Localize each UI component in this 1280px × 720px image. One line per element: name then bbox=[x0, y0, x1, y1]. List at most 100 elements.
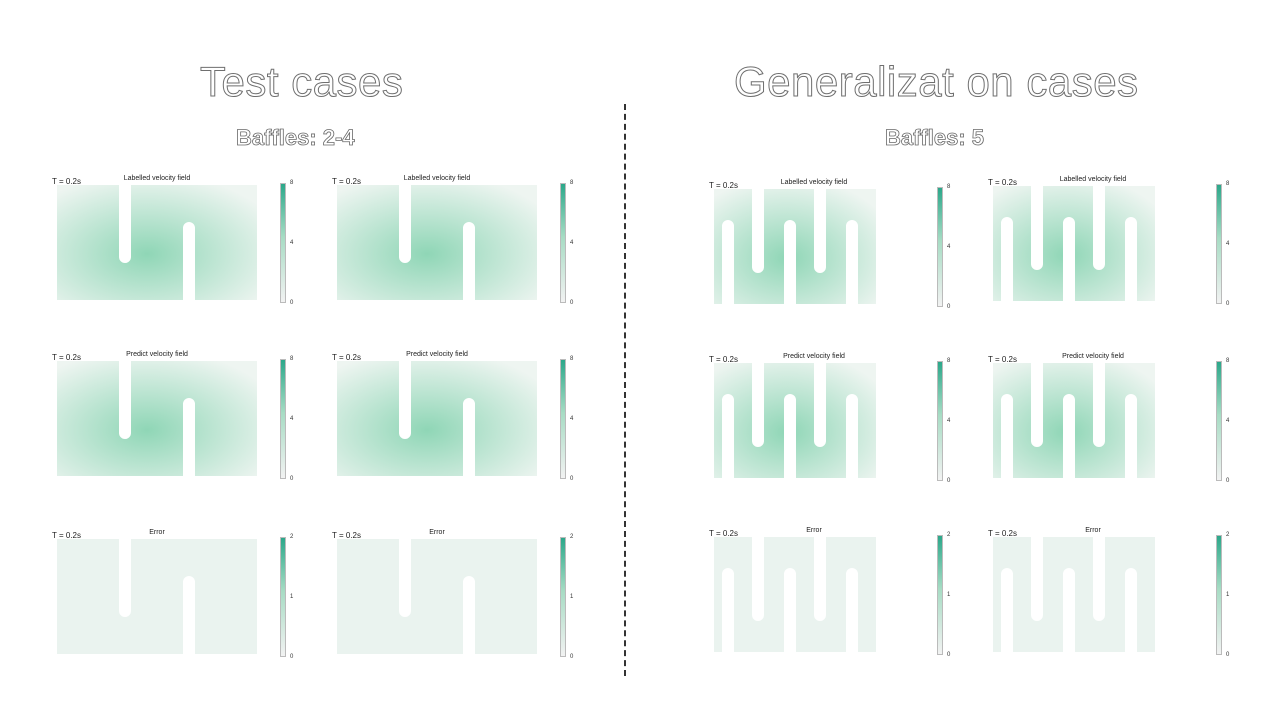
colorbar-tick-min: 0 bbox=[290, 300, 294, 306]
time-label: T = 0.2s bbox=[332, 531, 361, 540]
channel-domain bbox=[337, 539, 537, 654]
colorbar-tick-mid: 4 bbox=[1226, 418, 1230, 424]
channel-domain bbox=[993, 537, 1155, 652]
colorbar-tick-mid: 4 bbox=[947, 244, 951, 250]
time-label: T = 0.2s bbox=[52, 177, 81, 186]
colorbar-tick-min: 0 bbox=[1226, 652, 1230, 658]
colorbar-tick-min: 0 bbox=[290, 654, 294, 660]
colorbar-tick-mid: 4 bbox=[570, 240, 574, 246]
channel-domain bbox=[57, 185, 257, 300]
colorbar bbox=[280, 359, 286, 479]
velocity-field-plot bbox=[993, 186, 1155, 301]
colorbar-tick-mid: 4 bbox=[290, 240, 294, 246]
panel-title: Labelled velocity field bbox=[403, 175, 471, 182]
colorbar-tick-max: 8 bbox=[947, 358, 951, 364]
velocity-field-plot bbox=[57, 185, 257, 300]
field-panel: T = 0.2s Error 2 1 0 bbox=[52, 529, 302, 671]
colorbar-tick-mid: 4 bbox=[947, 418, 951, 424]
time-label: T = 0.2s bbox=[988, 355, 1017, 364]
field-panel: T = 0.2s Predict velocity field 8 4 0 bbox=[52, 351, 302, 493]
channel-domain bbox=[714, 537, 876, 652]
time-label: T = 0.2s bbox=[709, 181, 738, 190]
colorbar bbox=[1216, 361, 1222, 481]
colorbar-tick-max: 8 bbox=[947, 184, 951, 190]
colorbar-tick-max: 2 bbox=[570, 534, 574, 540]
colorbar bbox=[560, 537, 566, 657]
colorbar-tick-max: 2 bbox=[290, 534, 294, 540]
time-label: T = 0.2s bbox=[52, 353, 81, 362]
colorbar-tick-mid: 1 bbox=[290, 594, 294, 600]
channel-domain bbox=[714, 363, 876, 478]
colorbar-tick-max: 8 bbox=[1226, 358, 1230, 364]
channel-domain bbox=[57, 361, 257, 476]
colorbar-tick-min: 0 bbox=[570, 300, 574, 306]
panel-title: Labelled velocity field bbox=[123, 175, 191, 182]
velocity-field-plot bbox=[993, 363, 1155, 478]
time-label: T = 0.2s bbox=[332, 177, 361, 186]
field-panel: T = 0.2s Labelled velocity field 8 4 0 bbox=[52, 175, 302, 317]
channel-domain bbox=[337, 361, 537, 476]
velocity-field-plot bbox=[714, 189, 876, 304]
subheading-baffles-2-4: Baffles: 2-4 bbox=[236, 125, 355, 151]
panel-title: Error bbox=[149, 529, 165, 536]
colorbar bbox=[1216, 535, 1222, 655]
field-panel: T = 0.2s Predict velocity field 8 4 0 bbox=[709, 353, 959, 495]
colorbar-tick-max: 2 bbox=[947, 532, 951, 538]
colorbar bbox=[560, 183, 566, 303]
panel-title: Predict velocity field bbox=[126, 351, 188, 358]
velocity-field-plot bbox=[337, 185, 537, 300]
colorbar-tick-max: 8 bbox=[570, 180, 574, 186]
time-label: T = 0.2s bbox=[988, 529, 1017, 538]
colorbar-tick-min: 0 bbox=[1226, 478, 1230, 484]
field-panel: T = 0.2s Labelled velocity field 8 4 0 bbox=[332, 175, 582, 317]
colorbar-tick-min: 0 bbox=[1226, 301, 1230, 307]
colorbar-tick-min: 0 bbox=[947, 304, 951, 310]
time-label: T = 0.2s bbox=[988, 178, 1017, 187]
channel-domain bbox=[714, 189, 876, 304]
colorbar bbox=[937, 535, 943, 655]
colorbar-tick-mid: 4 bbox=[570, 416, 574, 422]
colorbar-tick-max: 8 bbox=[1226, 181, 1230, 187]
subheading-baffles-5: Baffles: 5 bbox=[885, 125, 985, 151]
time-label: T = 0.2s bbox=[332, 353, 361, 362]
field-panel: T = 0.2s Predict velocity field 8 4 0 bbox=[332, 351, 582, 493]
channel-domain bbox=[993, 186, 1155, 301]
colorbar bbox=[937, 187, 943, 307]
colorbar bbox=[280, 537, 286, 657]
colorbar-tick-mid: 1 bbox=[570, 594, 574, 600]
colorbar-tick-min: 0 bbox=[290, 476, 294, 482]
velocity-field-plot bbox=[337, 539, 537, 654]
field-panel: T = 0.2s Labelled velocity field 8 4 0 bbox=[709, 179, 959, 321]
colorbar-tick-max: 8 bbox=[570, 356, 574, 362]
field-panel: T = 0.2s Predict velocity field 8 4 0 bbox=[988, 353, 1238, 495]
colorbar bbox=[280, 183, 286, 303]
colorbar bbox=[560, 359, 566, 479]
colorbar-tick-max: 8 bbox=[290, 356, 294, 362]
velocity-field-plot bbox=[714, 537, 876, 652]
colorbar-tick-min: 0 bbox=[570, 654, 574, 660]
time-label: T = 0.2s bbox=[52, 531, 81, 540]
panel-title: Predict velocity field bbox=[406, 351, 468, 358]
colorbar-tick-mid: 1 bbox=[947, 592, 951, 598]
time-label: T = 0.2s bbox=[709, 529, 738, 538]
field-panel: T = 0.2s Error 2 1 0 bbox=[988, 527, 1238, 669]
panel-title: Labelled velocity field bbox=[1059, 176, 1127, 183]
panel-title: Error bbox=[806, 527, 822, 534]
velocity-field-plot bbox=[993, 537, 1155, 652]
velocity-field-plot bbox=[57, 361, 257, 476]
panel-title: Error bbox=[429, 529, 445, 536]
heading-test-cases: Test cases bbox=[199, 58, 404, 106]
colorbar-tick-mid: 1 bbox=[1226, 592, 1230, 598]
colorbar-tick-max: 2 bbox=[1226, 532, 1230, 538]
field-panel: T = 0.2s Error 2 1 0 bbox=[709, 527, 959, 669]
panel-title: Predict velocity field bbox=[1062, 353, 1124, 360]
velocity-field-plot bbox=[57, 539, 257, 654]
panel-title: Predict velocity field bbox=[783, 353, 845, 360]
time-label: T = 0.2s bbox=[709, 355, 738, 364]
heading-generalization-cases: Generalizat on cases bbox=[734, 58, 1139, 106]
velocity-field-plot bbox=[714, 363, 876, 478]
panel-title: Labelled velocity field bbox=[780, 179, 848, 186]
velocity-field-plot bbox=[337, 361, 537, 476]
section-divider bbox=[624, 104, 626, 676]
colorbar-tick-mid: 4 bbox=[1226, 241, 1230, 247]
